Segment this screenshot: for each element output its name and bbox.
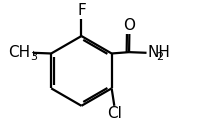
Text: F: F (77, 3, 86, 18)
Text: 2: 2 (156, 52, 163, 62)
Text: NH: NH (147, 45, 170, 60)
Text: Cl: Cl (107, 107, 122, 121)
Text: 3: 3 (30, 52, 37, 62)
Text: CH: CH (8, 45, 30, 60)
Text: O: O (123, 18, 135, 33)
